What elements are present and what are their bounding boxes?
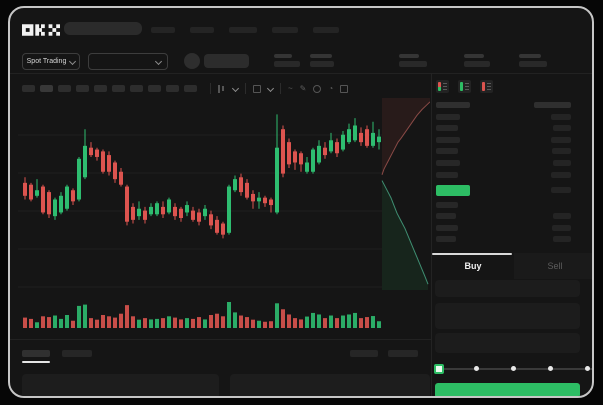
chevron-down-icon	[154, 57, 163, 66]
line-tool-icon[interactable]: ~	[288, 84, 293, 93]
stat-group	[274, 54, 300, 67]
timeframe-button[interactable]	[166, 85, 179, 92]
slider-step-dot[interactable]	[510, 366, 516, 371]
candle-style-icon[interactable]	[218, 84, 226, 93]
nav-item[interactable]	[313, 27, 339, 33]
fullscreen-icon[interactable]	[340, 84, 349, 93]
draw-icon[interactable]: ✎	[299, 84, 307, 93]
order-book-row[interactable]	[436, 171, 571, 178]
slider-step-dot[interactable]	[547, 366, 553, 371]
timeframe-button[interactable]	[148, 85, 161, 92]
chevron-down-icon	[69, 57, 77, 66]
timeframe-button[interactable]	[76, 85, 89, 92]
timeframe-button[interactable]	[58, 85, 71, 92]
orders-panel	[230, 374, 430, 396]
coin-icon	[184, 53, 200, 69]
slider-step-dot[interactable]	[584, 366, 590, 371]
order-book-row[interactable]	[436, 201, 571, 208]
order-book-row[interactable]	[436, 236, 571, 243]
total-input[interactable]	[435, 333, 580, 353]
chevron-down-icon[interactable]	[266, 84, 275, 93]
order-book-row[interactable]	[436, 224, 571, 231]
price-placeholder	[204, 54, 249, 68]
timeframe-button[interactable]	[130, 85, 143, 92]
timeframe-button[interactable]	[40, 85, 53, 92]
nav-item[interactable]	[190, 27, 214, 33]
divider	[10, 339, 431, 340]
orders-tab-underline	[22, 361, 50, 363]
amount-slider[interactable]	[434, 362, 592, 375]
chart-tools: ~ ✎ ◔	[210, 82, 349, 95]
divider	[210, 83, 211, 94]
stat-group	[310, 54, 334, 67]
timeframe-button[interactable]	[22, 85, 35, 92]
trade-tabs: Buy Sell	[432, 253, 592, 279]
active-tab-indicator	[432, 253, 512, 255]
slider-step-dot[interactable]	[473, 366, 479, 371]
snapshot-icon[interactable]	[313, 84, 322, 93]
order-book-row[interactable]	[436, 148, 571, 155]
divider	[245, 83, 246, 94]
order-book-row[interactable]	[436, 213, 571, 220]
tab-buy-label: Buy	[464, 261, 482, 271]
last-price-bar	[436, 184, 470, 196]
history-icon[interactable]: ◔	[328, 84, 334, 93]
depth-chart	[381, 98, 430, 290]
top-nav	[151, 27, 339, 33]
market-type-selector[interactable]: Spot Trading	[22, 53, 80, 70]
tab-buy[interactable]: Buy	[432, 253, 514, 279]
order-book-row[interactable]	[436, 113, 571, 120]
last-price-row[interactable]	[436, 184, 571, 196]
order-book-row[interactable]	[436, 102, 571, 108]
orders-tab-active[interactable]	[22, 350, 50, 357]
pair-dropdown[interactable]	[88, 53, 168, 70]
timeframe-button[interactable]	[184, 85, 197, 92]
okx-logo	[22, 24, 60, 36]
timeframe-button[interactable]	[112, 85, 125, 92]
timeframe-button[interactable]	[94, 85, 107, 92]
divider	[431, 73, 432, 396]
tab-sell[interactable]: Sell	[514, 253, 592, 279]
buy-submit-button[interactable]	[435, 383, 580, 396]
order-book-row[interactable]	[436, 159, 571, 166]
orders-tab[interactable]	[62, 350, 92, 357]
book-all-icon[interactable]	[436, 80, 449, 93]
divider	[10, 73, 592, 74]
order-book	[436, 102, 571, 248]
chevron-down-icon[interactable]	[231, 84, 240, 93]
order-book-row[interactable]	[436, 125, 571, 132]
price-input[interactable]	[435, 280, 580, 297]
stat-group	[464, 54, 490, 67]
amount-input[interactable]	[435, 303, 580, 329]
app-window: Spot Trading ~ ✎ ◔	[8, 6, 594, 398]
order-book-view-switch	[436, 80, 493, 93]
timeframe-toolbar	[22, 85, 197, 92]
orders-panel	[22, 374, 219, 396]
market-type-label: Spot Trading	[26, 58, 67, 65]
tab-sell-label: Sell	[547, 261, 563, 271]
orders-filter[interactable]	[350, 350, 378, 357]
nav-item[interactable]	[151, 27, 175, 33]
indicators-icon[interactable]	[253, 84, 261, 93]
book-buy-icon[interactable]	[458, 80, 471, 93]
slider-rail	[439, 368, 592, 370]
orders-filter[interactable]	[388, 350, 418, 357]
book-sell-icon[interactable]	[480, 80, 493, 93]
candlestick-chart[interactable]	[18, 102, 382, 337]
stat-group	[519, 54, 547, 67]
order-book-row[interactable]	[436, 136, 571, 143]
slider-handle[interactable]	[434, 363, 444, 374]
stat-group	[399, 54, 427, 67]
nav-item[interactable]	[229, 27, 257, 33]
nav-item[interactable]	[272, 27, 298, 33]
divider	[280, 83, 281, 94]
search-input[interactable]	[64, 22, 142, 35]
